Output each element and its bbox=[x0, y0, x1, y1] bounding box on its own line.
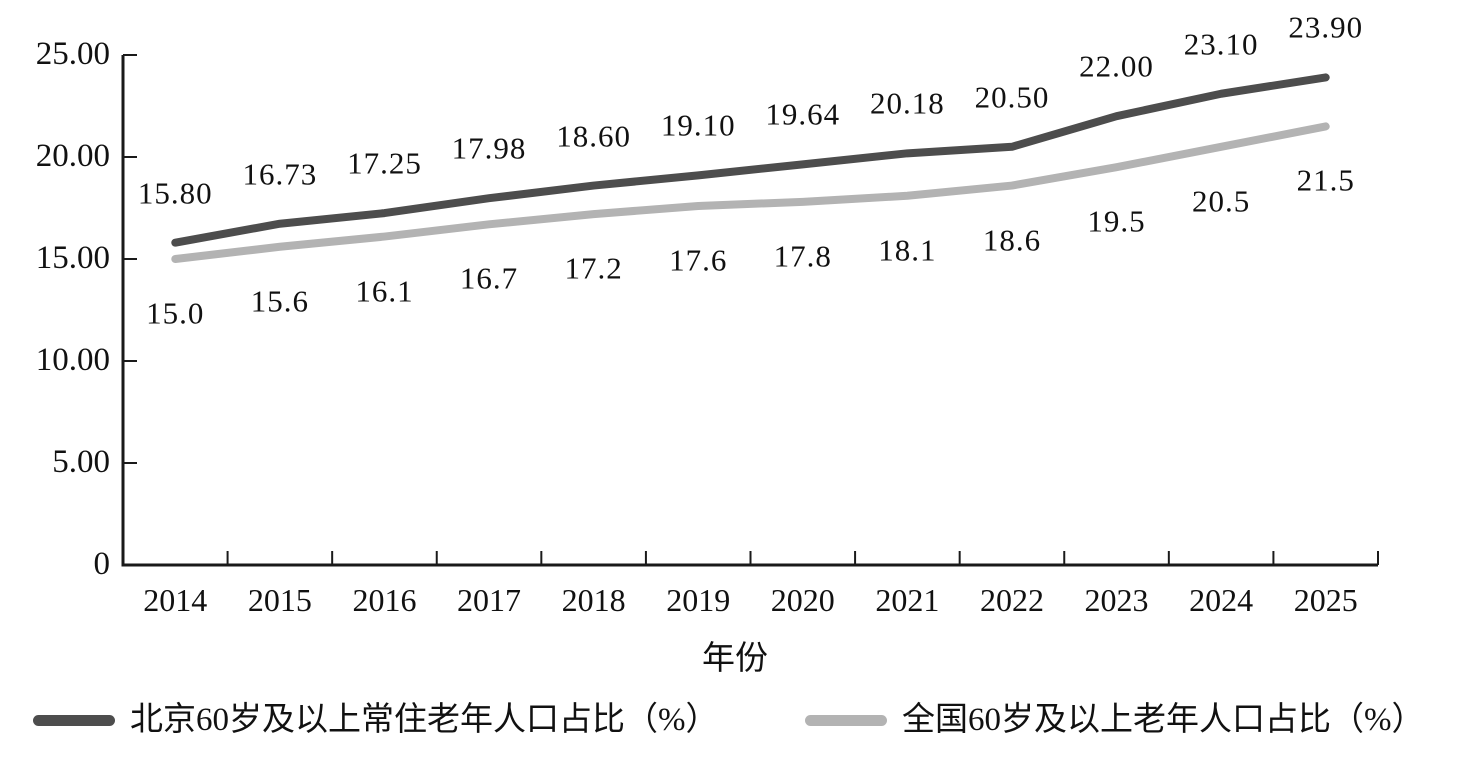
beijing-line bbox=[171, 73, 1330, 247]
legend-item-national: 全国60岁及以上老年人口占比（%） bbox=[805, 698, 1425, 742]
legend-label-beijing: 北京60岁及以上常住老年人口占比（%） bbox=[130, 701, 719, 738]
x-axis-title: 年份 bbox=[702, 641, 768, 677]
legend-label-national: 全国60岁及以上老年人口占比（%） bbox=[902, 701, 1425, 738]
beijing-series-swatch bbox=[33, 714, 115, 726]
legend-item-beijing: 北京60岁及以上常住老年人口占比（%） bbox=[33, 698, 719, 742]
national-series-swatch bbox=[805, 714, 887, 726]
national-line bbox=[171, 122, 1330, 263]
